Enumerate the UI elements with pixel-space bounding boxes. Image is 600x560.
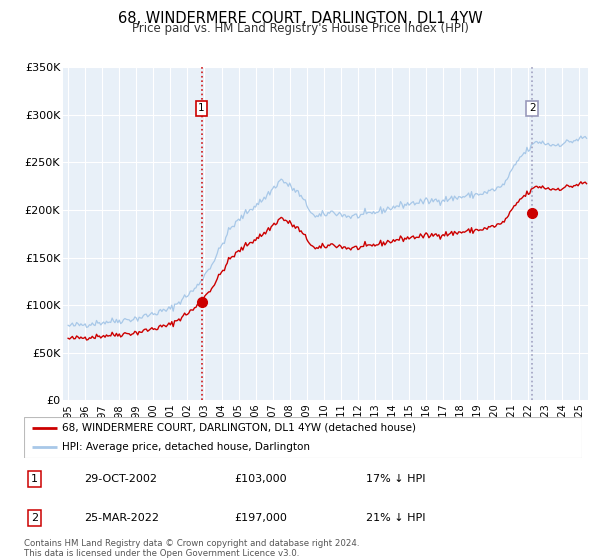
Text: 25-MAR-2022: 25-MAR-2022 xyxy=(84,513,159,523)
Text: 17% ↓ HPI: 17% ↓ HPI xyxy=(366,474,425,484)
Text: Price paid vs. HM Land Registry's House Price Index (HPI): Price paid vs. HM Land Registry's House … xyxy=(131,22,469,35)
Text: 21% ↓ HPI: 21% ↓ HPI xyxy=(366,513,425,523)
Text: 1: 1 xyxy=(31,474,38,484)
Text: 2: 2 xyxy=(31,513,38,523)
Text: Contains HM Land Registry data © Crown copyright and database right 2024.
This d: Contains HM Land Registry data © Crown c… xyxy=(24,539,359,558)
Text: 1: 1 xyxy=(198,103,205,113)
Text: £103,000: £103,000 xyxy=(234,474,287,484)
Text: 29-OCT-2002: 29-OCT-2002 xyxy=(84,474,157,484)
Text: 68, WINDERMERE COURT, DARLINGTON, DL1 4YW (detached house): 68, WINDERMERE COURT, DARLINGTON, DL1 4Y… xyxy=(62,423,416,433)
Text: £197,000: £197,000 xyxy=(234,513,287,523)
Text: 68, WINDERMERE COURT, DARLINGTON, DL1 4YW: 68, WINDERMERE COURT, DARLINGTON, DL1 4Y… xyxy=(118,11,482,26)
Text: HPI: Average price, detached house, Darlington: HPI: Average price, detached house, Darl… xyxy=(62,442,310,452)
Text: 2: 2 xyxy=(529,103,536,113)
